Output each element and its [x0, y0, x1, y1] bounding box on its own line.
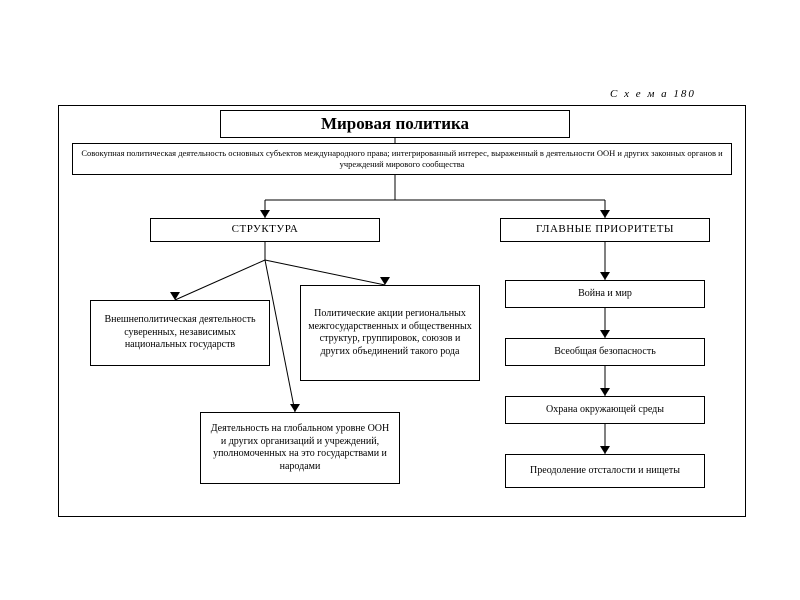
structure-item-1: Внешнеполитическая деятельность суверенн…	[90, 300, 270, 366]
scheme-caption: С х е м а 180	[610, 88, 750, 102]
structure-header: СТРУКТУРА	[150, 218, 380, 242]
title-box: Мировая политика	[220, 110, 570, 138]
priority-item-4: Преодоление отсталости и нищеты	[505, 454, 705, 488]
priority-item-1: Война и мир	[505, 280, 705, 308]
priority-item-2: Всеобщая безопасность	[505, 338, 705, 366]
structure-item-2: Политические акции региональных межгосуд…	[300, 285, 480, 381]
subtitle-box: Совокупная политическая деятельность осн…	[72, 143, 732, 175]
priorities-header: ГЛАВНЫЕ ПРИОРИТЕТЫ	[500, 218, 710, 242]
priority-item-3: Охрана окружающей среды	[505, 396, 705, 424]
diagram-canvas: С х е м а 180 Мировая политика Совокупна…	[0, 0, 800, 600]
structure-item-3: Деятельность на глобальном уровне ООН и …	[200, 412, 400, 484]
